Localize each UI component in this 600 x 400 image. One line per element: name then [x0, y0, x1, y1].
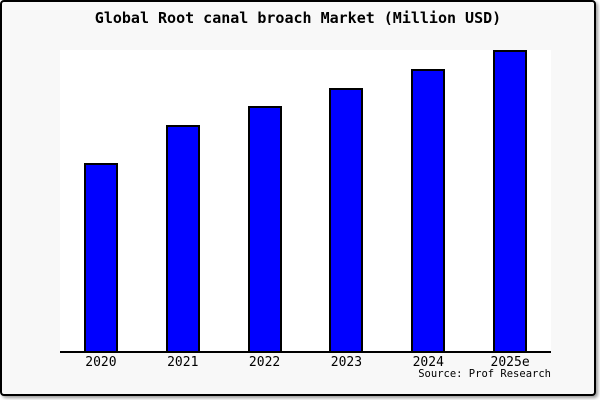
bar-2022: [247, 106, 282, 351]
plot-area: [60, 50, 551, 353]
bar-2024: [411, 68, 446, 351]
bar-2020: [83, 162, 118, 351]
x-tick-2025e: 2025e: [490, 355, 530, 370]
x-tick-2024: 2024: [412, 355, 444, 370]
bar-2021: [165, 125, 200, 351]
x-tick-2023: 2023: [330, 355, 363, 370]
x-tick-2021: 2021: [167, 355, 199, 370]
x-axis-ticks: 2020 2021 2022 2023 2024 2025e: [60, 355, 551, 371]
bar-2023: [329, 87, 364, 351]
bar-2025e: [493, 50, 528, 351]
x-tick-2022: 2022: [248, 355, 281, 370]
chart-title: Global Root canal broach Market (Million…: [94, 9, 502, 27]
source-text: Source: Prof Research: [418, 368, 551, 380]
x-tick-2020: 2020: [85, 355, 117, 370]
